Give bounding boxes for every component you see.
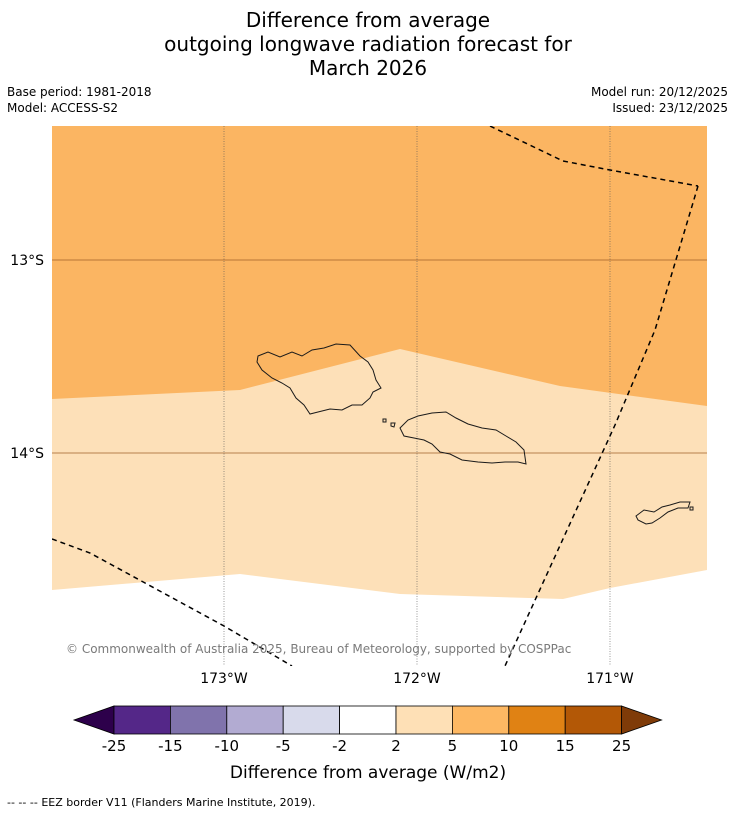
meta-right: Model run: 20/12/2025 Issued: 23/12/2025 [591, 84, 728, 116]
colorbar-tick-label: -25 [102, 737, 127, 755]
upolu-island [399, 411, 527, 465]
issued-date: Issued: 23/12/2025 [612, 101, 728, 115]
latitude-gridlines [52, 259, 707, 454]
lat-label-14s: 14°S [10, 446, 44, 462]
colorbar-segment [226, 705, 284, 735]
coastlines [256, 343, 694, 525]
manono-islet [382, 418, 387, 423]
colorbar-segment [282, 705, 341, 735]
colorbar-segment [451, 705, 510, 735]
longitude-gridlines [223, 126, 611, 666]
apolima-islet [390, 422, 396, 428]
map-title: Difference from average outgoing longwav… [0, 8, 736, 80]
colorbar-tick-label: -10 [215, 737, 240, 755]
colorbar-tick-label: 2 [391, 737, 401, 755]
colorbar-tick-label: 15 [556, 737, 575, 755]
colorbar-segment [395, 705, 453, 735]
model-name: Model: ACCESS-S2 [7, 101, 119, 115]
colorbar-tick-label: 10 [499, 737, 518, 755]
eez-borders [52, 126, 699, 666]
lon-label-171w: 171°W [586, 671, 634, 687]
colorbar-segment [113, 705, 171, 735]
eez-legend-symbol: -- -- -- [7, 796, 38, 809]
eez-legend-text: EEZ border V11 (Flanders Marine Institut… [41, 796, 316, 809]
lon-label-173w: 173°W [200, 671, 248, 687]
colorbar-extend-low [72, 705, 115, 735]
base-period: Base period: 1981-2018 [7, 85, 152, 99]
title-line-1: Difference from average [245, 8, 491, 32]
colorbar-segment [564, 705, 623, 735]
colorbar-segment [339, 705, 397, 735]
lat-label-13s: 13°S [10, 253, 44, 269]
eez-legend: -- -- -- EEZ border V11 (Flanders Marine… [7, 796, 315, 809]
title-line-3: March 2026 [308, 56, 428, 80]
meta-left: Base period: 1981-2018 Model: ACCESS-S2 [7, 84, 152, 116]
colorbar-tick-label: 5 [448, 737, 458, 755]
map-area: © Commonwealth of Australia 2025, Bureau… [52, 126, 707, 666]
tutuila-island [635, 501, 691, 525]
lon-label-172w: 172°W [393, 671, 441, 687]
colorbar-tick-label: -15 [158, 737, 183, 755]
anomaly-band-5-10 [52, 126, 707, 406]
colorbar-tick-label: -2 [332, 737, 347, 755]
aunuu-islet [689, 506, 694, 511]
eez-border-north [489, 126, 699, 187]
colorbar-extend-high [621, 705, 663, 735]
savaii-island [256, 343, 382, 415]
colorbar-segment [508, 705, 566, 735]
copyright-notice: © Commonwealth of Australia 2025, Bureau… [66, 642, 571, 656]
colorbar-tick-label: -5 [276, 737, 291, 755]
eez-border-southwest [52, 538, 293, 666]
colorbar-tick-label: 25 [612, 737, 631, 755]
colorbar-label: Difference from average (W/m2) [230, 763, 506, 783]
eez-border-east [504, 185, 699, 666]
colorbar-segment [169, 705, 228, 735]
model-run: Model run: 20/12/2025 [590, 85, 728, 99]
title-line-2: outgoing longwave radiation forecast for [164, 32, 572, 56]
colorbar: -25 -15 -10 -5 -2 2 5 10 15 25 [72, 705, 663, 755]
